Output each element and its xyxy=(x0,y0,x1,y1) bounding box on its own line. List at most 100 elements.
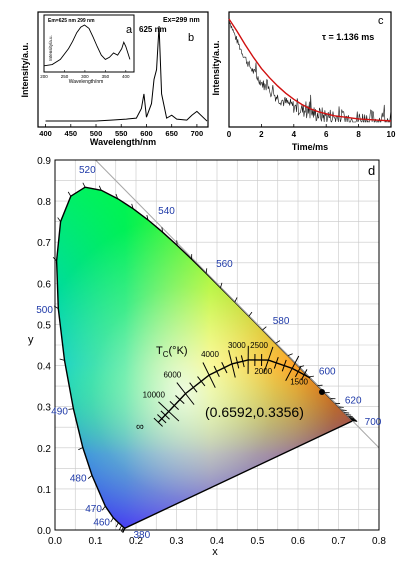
isotherm-tick xyxy=(175,395,185,405)
panel-a-xtick-label: 350 xyxy=(102,74,110,79)
locus-tick xyxy=(59,358,65,361)
isotherm-tick xyxy=(221,362,228,374)
panel-a-letter: a xyxy=(126,24,133,36)
panel-a-xtick-label: 250 xyxy=(61,74,69,79)
isotherm-tick xyxy=(213,365,220,377)
panel-ab: 400 450 500 550 600 650 700 Wavelength/nm Inte… xyxy=(20,11,209,147)
locus-tick xyxy=(78,447,84,451)
locus-tick xyxy=(115,522,119,528)
wavelength-label: 600 xyxy=(319,367,336,378)
panel-d-frame xyxy=(54,159,380,531)
isotherm-tick xyxy=(263,346,274,374)
panel-d-xtick-label: 0.8 xyxy=(372,536,386,547)
isotherm-tick xyxy=(160,410,170,420)
panel-c-xtick-label: 6 xyxy=(324,130,329,139)
panel-b-xtick-label: 700 xyxy=(191,129,204,138)
locus-tick xyxy=(352,420,358,422)
panel-c-xtick-label: 8 xyxy=(356,130,361,139)
isotherm-tick xyxy=(169,401,179,410)
isotherm-tick xyxy=(228,350,236,378)
panel-d-ytick-label: 0.7 xyxy=(37,238,51,249)
locus-tick xyxy=(248,311,253,317)
panel-a-ylabel: Intensity/a.u. xyxy=(48,35,53,61)
isotherm-tick xyxy=(300,369,308,381)
locus-tick xyxy=(262,326,267,331)
panel-b-ex-label: Ex=299 nm xyxy=(163,17,200,24)
panel-d-ytick-label: 0.6 xyxy=(37,279,51,290)
panel-d-xtick-label: 0.1 xyxy=(89,536,103,547)
panel-d-xtick-label: 0.5 xyxy=(251,536,265,547)
tc-label: TC(°K) xyxy=(156,345,188,359)
panel-c-decay-trace xyxy=(228,19,392,124)
panel-a-xtick-label: 300 xyxy=(81,74,89,79)
locus-tick xyxy=(220,282,223,288)
locus-tick xyxy=(275,340,281,344)
panel-c-xticks: 0 2 4 6 8 10 xyxy=(227,124,396,139)
cct-labels: 10000 6000 4000 3000 2500 2000 1500 xyxy=(143,341,309,400)
isotherm-tick xyxy=(235,356,240,369)
isotherm-tick xyxy=(197,376,206,387)
panel-a-xtick-label: 400 xyxy=(122,74,130,79)
wavelength-label: 470 xyxy=(85,504,102,515)
panel-d-ytick-label: 0.4 xyxy=(37,362,51,373)
wavelength-label: 380 xyxy=(133,530,150,541)
isotherm-tick xyxy=(189,382,198,393)
panel-d-ytick-label: 0.0 xyxy=(37,526,51,537)
cct-label: 6000 xyxy=(163,371,181,380)
panel-b-ylabel: Intensity/a.u. xyxy=(20,42,30,97)
panel-b-xtick-label: 500 xyxy=(90,129,103,138)
locus-tick xyxy=(349,417,355,420)
locus-tick xyxy=(110,517,114,523)
isotherm-tick xyxy=(294,366,302,378)
locus-tick xyxy=(131,203,134,209)
locus-tick xyxy=(101,505,106,511)
locus-tick xyxy=(118,525,122,531)
diagonal-line xyxy=(95,159,380,449)
locus-tick xyxy=(205,268,208,274)
panel-d-ytick-label: 0.3 xyxy=(37,403,51,414)
locus-tick xyxy=(308,375,314,378)
isotherm-tick xyxy=(281,359,287,372)
panel-d-ytick-label: 0.9 xyxy=(37,156,51,167)
isotherm-tick xyxy=(176,382,195,405)
panel-d-yticks: 0.0 0.1 0.2 0.3 0.4 0.5 0.6 0.7 0.8 0.9 xyxy=(37,156,51,537)
panel-b-peak-label: 625 nm xyxy=(139,25,167,34)
panel-a-title: Em=625 nm 299 nm xyxy=(48,18,95,24)
panel-d-xlabel: x xyxy=(212,546,218,558)
wavelength-label: 520 xyxy=(79,165,96,176)
panel-d-ylabel: y xyxy=(28,334,34,346)
panel-a-xticks: 200 250 300 350 400 xyxy=(40,70,130,79)
locus-tick xyxy=(87,475,93,479)
infinity-label: ∞ xyxy=(136,421,144,433)
panel-c-xtick-label: 0 xyxy=(227,130,232,139)
panel-d-ytick-label: 0.2 xyxy=(37,444,51,455)
panel-a-xtick-label: 200 xyxy=(40,74,48,79)
panel-d-letter: d xyxy=(368,163,375,178)
locus-tick xyxy=(120,526,124,532)
wavelength-label: 500 xyxy=(36,305,53,316)
panel-b-xticks: 400 450 500 550 600 650 700 xyxy=(39,124,203,138)
panel-d-xtick-label: 0.4 xyxy=(210,536,224,547)
locus-tick xyxy=(287,353,293,356)
coordinate-label: (0.6592,0.3356) xyxy=(205,404,304,420)
panel-d-ytick-label: 0.1 xyxy=(37,485,51,496)
isotherm-tick xyxy=(158,401,180,422)
cct-label: 4000 xyxy=(201,350,219,359)
panel-b-xlabel: Wavelength/nm xyxy=(90,137,156,147)
panel-c-tau-label: τ = 1.136 ms xyxy=(322,32,374,42)
panel-d-ytick-label: 0.8 xyxy=(37,197,51,208)
locus-tick xyxy=(115,193,119,199)
cct-label: 1500 xyxy=(290,377,308,386)
locus-tick xyxy=(348,416,355,419)
panel-b-xtick-label: 650 xyxy=(165,129,178,138)
cct-label: 3000 xyxy=(228,341,246,350)
spectral-locus-ticks xyxy=(52,182,358,533)
panel-d-xticks: 0.0 0.1 0.2 0.3 0.4 0.5 0.6 0.7 0.8 xyxy=(48,536,386,547)
panel-d: 0.0 0.1 0.2 0.3 0.4 0.5 0.6 0.7 0.8 0.0 0.1 0.2 0.3… xyxy=(28,156,386,558)
isotherm-tick xyxy=(157,414,167,424)
panel-d-ytick-label: 0.5 xyxy=(37,320,51,331)
locus-tick xyxy=(347,415,353,418)
panel-a-xlabel: Wavelength/nm xyxy=(69,79,104,85)
panel-d-xtick-label: 0.3 xyxy=(170,536,184,547)
